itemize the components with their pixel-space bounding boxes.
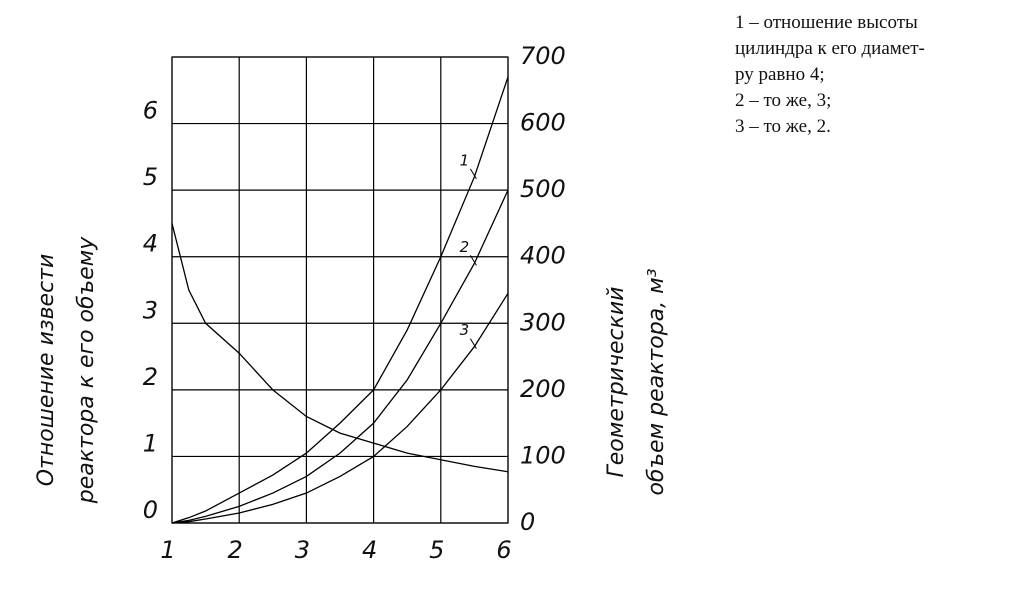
- x-tick-label: 3: [295, 536, 310, 564]
- y-axis-label: реактора к его объему: [74, 236, 99, 505]
- note-line: 1 – отношение высоты: [735, 12, 918, 33]
- x-tick-label: 1: [160, 536, 175, 564]
- curve-label: 1: [460, 151, 470, 169]
- x-tick-label: 4: [362, 536, 377, 564]
- curve-label: 2: [460, 238, 470, 256]
- note-line: цилиндра к его диамет-: [735, 38, 925, 59]
- note-line: ру равно 4;: [735, 64, 825, 85]
- y-tick-label: 0: [143, 496, 158, 524]
- y2-axis-label: объем реактора, м³: [644, 268, 669, 495]
- y-tick-label: 4: [143, 230, 158, 258]
- curve-leader: [469, 338, 477, 349]
- y-tick-label: 3: [143, 296, 158, 324]
- y-tick-label: 6: [143, 97, 158, 125]
- y-tick-label: 5: [143, 163, 158, 191]
- y2-tick-label: 700: [520, 42, 566, 70]
- y2-tick-label: 300: [520, 308, 566, 336]
- y2-tick-label: 0: [520, 508, 535, 536]
- curve-leader: [469, 255, 477, 266]
- series-line: [171, 189, 509, 524]
- x-tick-label: 5: [429, 536, 444, 564]
- x-tick-label: 6: [496, 536, 511, 564]
- y-tick-label: 1: [143, 429, 158, 457]
- note-line: 2 – то же, 3;: [735, 90, 831, 111]
- series-line: [171, 292, 509, 524]
- y2-axis-label: Геометрический: [604, 287, 629, 478]
- series-line: [171, 223, 509, 473]
- y2-tick-label: 100: [520, 441, 566, 469]
- curve-leader: [469, 168, 477, 180]
- y2-tick-label: 400: [520, 242, 566, 270]
- y2-tick-label: 500: [520, 175, 566, 203]
- x-tick-label: 2: [228, 536, 243, 564]
- y2-tick-label: 200: [520, 375, 566, 403]
- note-line: 3 – то же, 2.: [735, 116, 831, 137]
- series-line: [171, 76, 509, 524]
- y-tick-label: 2: [143, 363, 158, 391]
- curve-label: 3: [460, 321, 470, 339]
- y2-tick-label: 600: [520, 109, 566, 137]
- y-axis-label: Отношение извести: [34, 254, 59, 487]
